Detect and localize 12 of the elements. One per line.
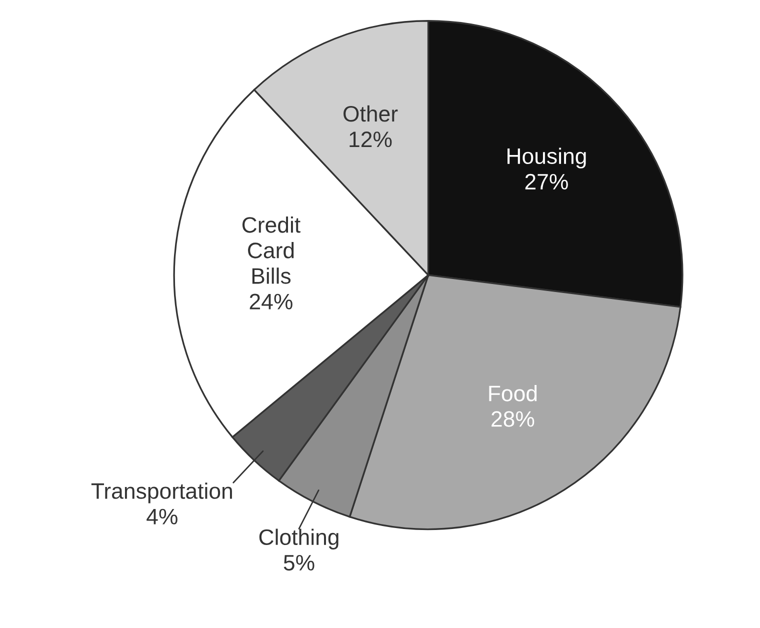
data-label: 27%: [525, 174, 568, 190]
slice-label: Credit Card Bills: [242, 216, 300, 284]
data-label: 24%: [250, 294, 292, 310]
data-label: 5%: [284, 554, 314, 571]
slice-label: Transportation: [91, 482, 232, 504]
data-label: 28%: [492, 411, 534, 427]
data-label: 12%: [350, 132, 392, 148]
data-label: 4%: [146, 508, 178, 524]
slice-label: Clothing: [259, 528, 338, 550]
slice-label: Housing: [508, 148, 586, 168]
slice-label: Food: [489, 385, 537, 402]
slice-label: Other: [344, 105, 398, 122]
